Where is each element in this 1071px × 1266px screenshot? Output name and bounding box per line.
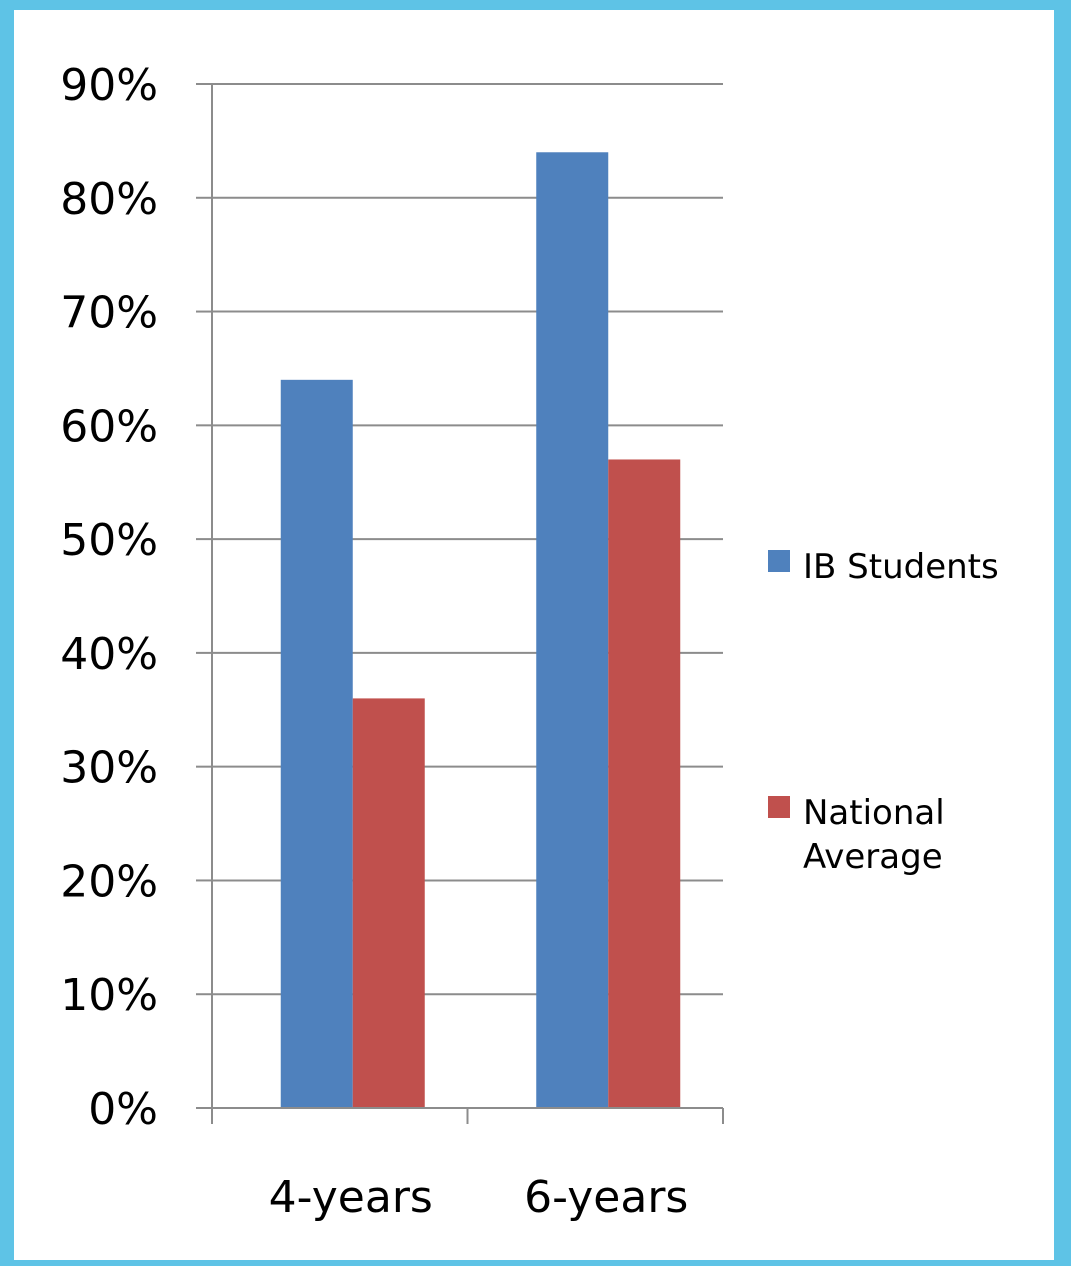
bars (280, 152, 681, 1108)
bar-ib-students-4-years (280, 379, 353, 1108)
y-tick-label: 30% (60, 743, 158, 794)
legend-label: IB Students (803, 547, 999, 587)
x-tick-labels: 4-years 6-years (269, 1172, 689, 1223)
y-tick-label: 60% (60, 401, 158, 452)
chart-panel (14, 10, 1054, 1260)
legend-label: National Average (803, 793, 945, 877)
bar-national-average-6-years (608, 459, 681, 1108)
x-tick-label: 4-years (269, 1172, 433, 1223)
legend-swatch (768, 550, 790, 572)
y-tick-label: 20% (60, 856, 158, 907)
bar-national-average-4-years (352, 698, 425, 1108)
y-tick-label: 10% (60, 970, 158, 1021)
legend: IB Students National Average (768, 547, 999, 877)
x-tick-label: 6-years (524, 1172, 688, 1223)
y-tick-label: 90% (60, 60, 158, 111)
y-tick-labels: 0% 10% 20% 30% 40% 50% 60% 70% 80% 90% (60, 60, 158, 1135)
legend-swatch (768, 796, 790, 818)
y-tick-label: 0% (88, 1084, 158, 1135)
y-tick-label: 70% (60, 288, 158, 339)
axes (196, 83, 724, 1124)
bar-ib-students-6-years (536, 152, 609, 1108)
y-tick-label: 40% (60, 629, 158, 680)
y-tick-label: 50% (60, 515, 158, 566)
y-tick-label: 80% (60, 174, 158, 225)
